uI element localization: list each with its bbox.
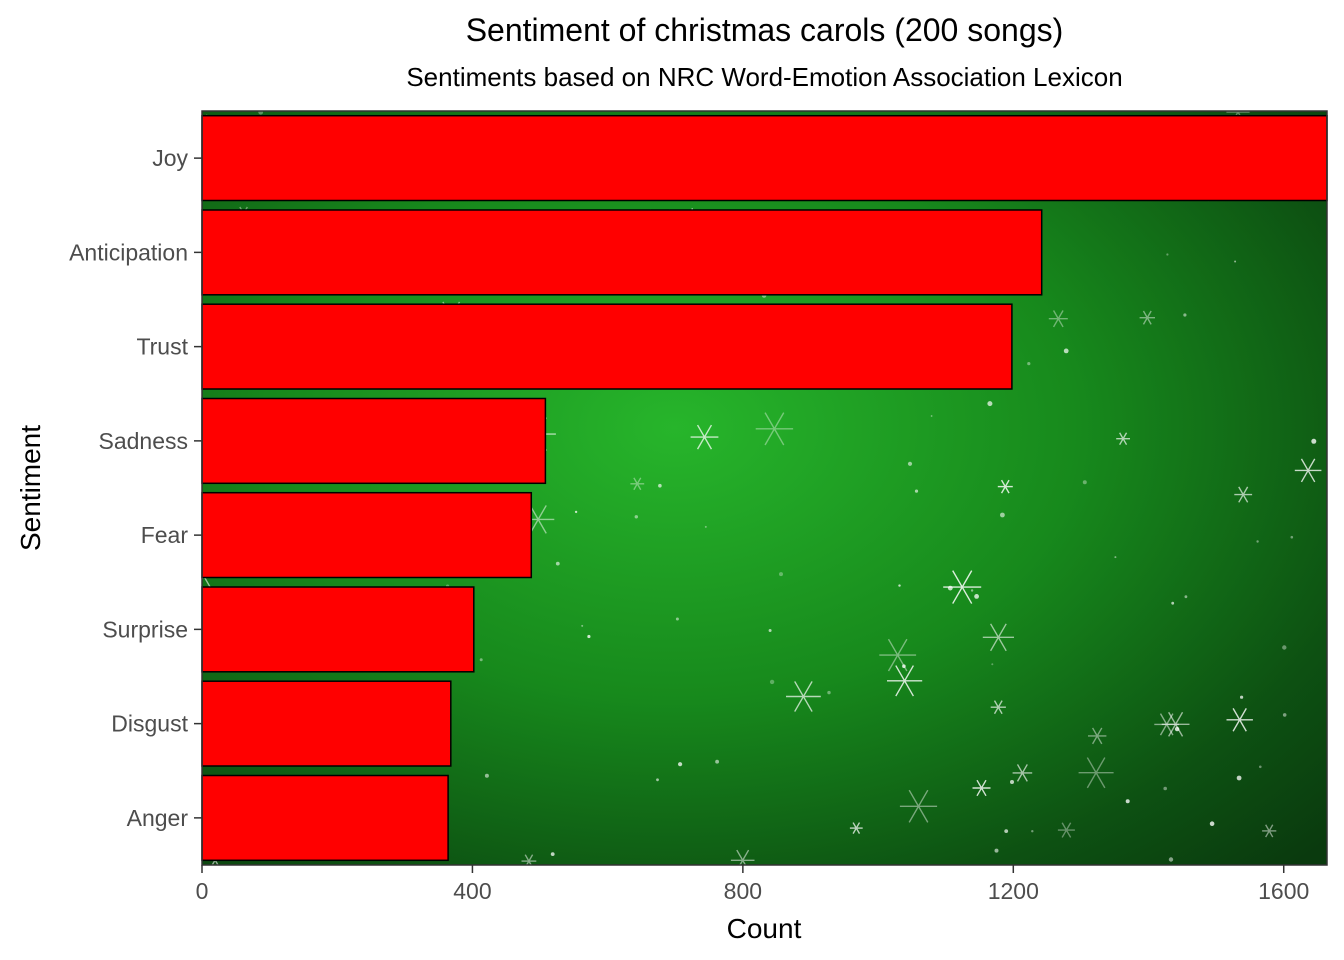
y-tick-label-joy: Joy <box>152 145 188 171</box>
x-tick-label-1600: 1600 <box>1258 878 1309 904</box>
x-tick-label-1200: 1200 <box>988 878 1039 904</box>
y-tick-label-sadness: Sadness <box>98 428 188 454</box>
chart-title: Sentiment of christmas carols (200 songs… <box>465 12 1064 48</box>
y-tick-label-trust: Trust <box>136 334 188 360</box>
bar-fear <box>201 491 533 579</box>
plot-border <box>201 110 1328 866</box>
bar-surprise <box>201 586 475 673</box>
bars <box>201 114 1328 862</box>
y-axis-title: Sentiment <box>15 425 46 551</box>
y-tick-label-anticipation: Anticipation <box>69 239 188 265</box>
bar-anticipation <box>201 209 1043 296</box>
y-axis: Joy Anticipation Trust Sadness Fear Surprise D… <box>69 145 202 831</box>
bar-trust <box>201 303 1013 390</box>
bar-disgust <box>201 680 452 767</box>
y-tick-label-surprise: Surprise <box>102 616 188 642</box>
y-tick-label-anger: Anger <box>127 805 189 831</box>
bar-joy <box>201 114 1328 202</box>
x-axis: 0 400 800 1200 1600 <box>196 865 1309 904</box>
y-tick-label-disgust: Disgust <box>111 711 188 737</box>
x-axis-title: Count <box>727 913 802 944</box>
bar-anger <box>201 774 449 862</box>
x-tick-label-0: 0 <box>196 878 209 904</box>
x-tick-label-400: 400 <box>453 878 491 904</box>
bar-sadness <box>201 397 547 485</box>
chart-subtitle: Sentiments based on NRC Word-Emotion Ass… <box>406 62 1123 92</box>
y-tick-label-fear: Fear <box>141 522 189 548</box>
x-tick-label-800: 800 <box>724 878 762 904</box>
